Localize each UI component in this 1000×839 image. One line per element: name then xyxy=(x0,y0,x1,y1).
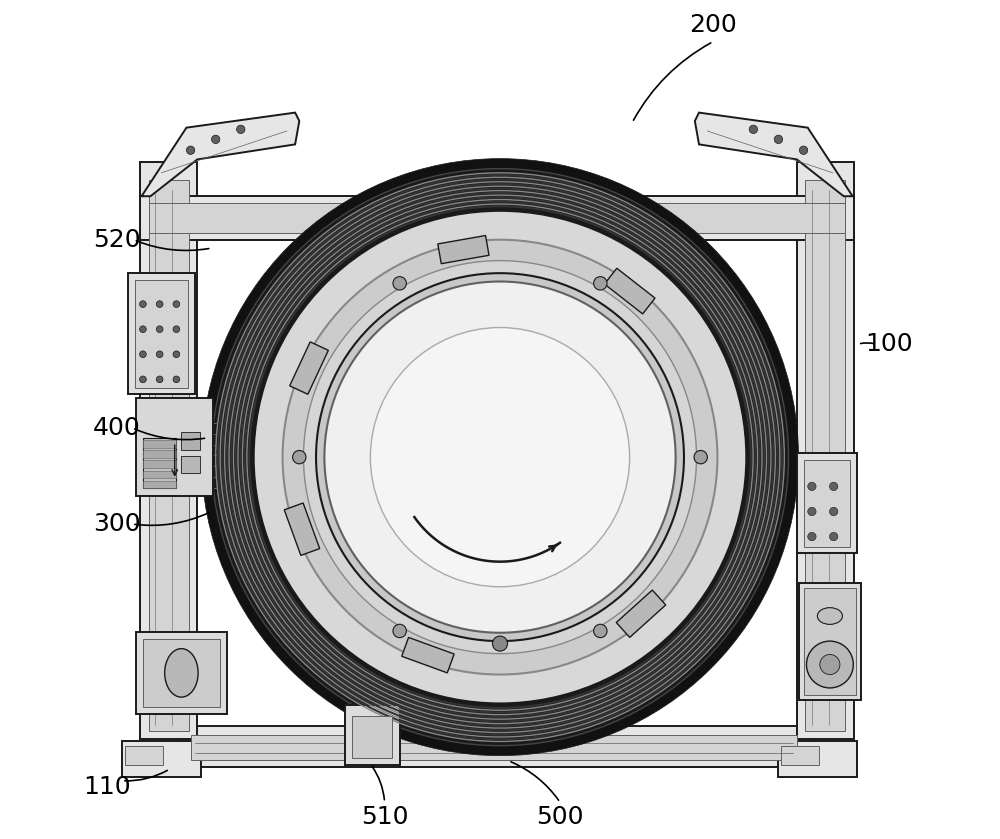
Circle shape xyxy=(186,146,195,154)
Circle shape xyxy=(808,482,816,491)
Circle shape xyxy=(140,351,146,357)
Circle shape xyxy=(594,277,607,290)
Circle shape xyxy=(829,508,838,516)
Text: 500: 500 xyxy=(536,805,584,829)
Ellipse shape xyxy=(817,607,842,624)
Bar xyxy=(143,461,176,468)
Bar xyxy=(143,438,176,488)
Bar xyxy=(804,460,850,546)
Bar xyxy=(128,274,195,394)
Text: 400: 400 xyxy=(93,416,141,440)
Circle shape xyxy=(749,125,758,133)
Circle shape xyxy=(829,482,838,491)
Text: 110: 110 xyxy=(83,775,131,800)
Polygon shape xyxy=(140,112,299,196)
Circle shape xyxy=(201,159,799,756)
Text: 100: 100 xyxy=(865,332,913,357)
Circle shape xyxy=(283,240,717,675)
Bar xyxy=(140,196,854,240)
Circle shape xyxy=(694,451,707,464)
Circle shape xyxy=(808,533,816,541)
Bar xyxy=(797,453,857,553)
Circle shape xyxy=(173,326,180,332)
Circle shape xyxy=(806,641,853,688)
Bar xyxy=(181,432,200,451)
Circle shape xyxy=(173,300,180,307)
Circle shape xyxy=(156,300,163,307)
Circle shape xyxy=(140,326,146,332)
Bar xyxy=(604,268,655,314)
Circle shape xyxy=(293,451,306,464)
Bar xyxy=(290,341,328,394)
Bar xyxy=(143,481,176,488)
Circle shape xyxy=(393,624,406,638)
Ellipse shape xyxy=(165,649,198,697)
Bar xyxy=(616,590,666,638)
Polygon shape xyxy=(695,112,854,196)
Bar xyxy=(143,638,220,707)
Circle shape xyxy=(370,327,630,586)
Circle shape xyxy=(173,376,180,383)
Bar xyxy=(781,747,819,765)
Bar xyxy=(143,471,176,478)
Bar xyxy=(191,735,797,760)
Bar xyxy=(352,717,392,758)
Bar xyxy=(143,440,176,448)
Circle shape xyxy=(212,135,220,143)
Circle shape xyxy=(173,351,180,357)
Bar xyxy=(149,203,845,233)
Bar xyxy=(136,398,213,497)
Bar xyxy=(284,503,320,555)
Bar xyxy=(140,162,197,739)
Bar xyxy=(804,587,856,695)
Circle shape xyxy=(808,508,816,516)
Bar xyxy=(805,180,845,732)
Circle shape xyxy=(140,376,146,383)
Bar xyxy=(181,456,200,473)
Bar xyxy=(438,236,489,263)
Circle shape xyxy=(316,274,684,641)
Circle shape xyxy=(594,624,607,638)
Circle shape xyxy=(492,636,508,651)
Circle shape xyxy=(774,135,783,143)
Bar xyxy=(345,705,400,765)
Bar xyxy=(178,727,809,767)
Circle shape xyxy=(829,533,838,541)
Bar xyxy=(778,742,857,777)
Circle shape xyxy=(253,211,747,704)
Bar xyxy=(799,582,861,700)
Circle shape xyxy=(156,351,163,357)
Circle shape xyxy=(820,654,840,675)
Circle shape xyxy=(237,125,245,133)
Text: 200: 200 xyxy=(689,13,737,37)
Bar xyxy=(143,451,176,458)
Bar xyxy=(135,280,188,388)
Bar xyxy=(149,180,189,732)
Bar xyxy=(122,742,201,777)
Text: 520: 520 xyxy=(93,227,141,252)
Text: 300: 300 xyxy=(93,512,141,536)
Bar xyxy=(136,632,227,714)
Circle shape xyxy=(156,326,163,332)
Circle shape xyxy=(156,376,163,383)
Circle shape xyxy=(303,261,697,654)
Circle shape xyxy=(212,169,788,746)
Circle shape xyxy=(140,300,146,307)
Text: 510: 510 xyxy=(361,805,408,829)
Circle shape xyxy=(393,277,406,290)
Bar xyxy=(125,747,163,765)
Bar xyxy=(402,638,454,673)
Circle shape xyxy=(324,282,676,633)
Bar xyxy=(797,162,854,739)
Circle shape xyxy=(799,146,808,154)
